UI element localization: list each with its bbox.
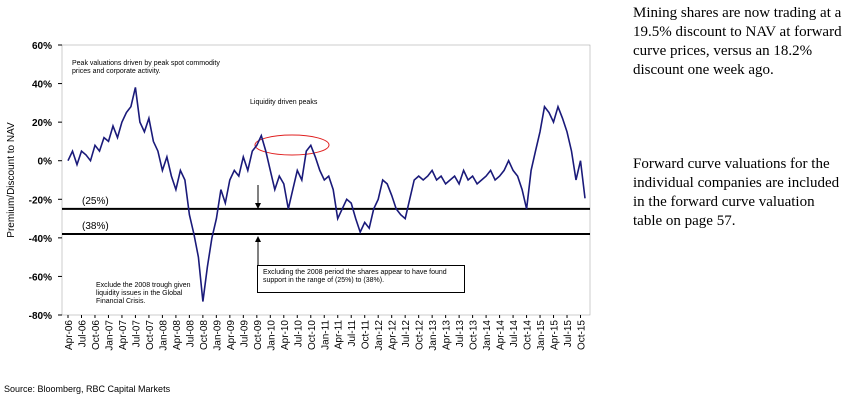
x-tick-label: Jan-11: [320, 320, 331, 350]
x-tick-label: Jul-06: [77, 320, 88, 348]
x-tick-label: Jul-12: [401, 320, 412, 348]
x-tick-label: Jan-13: [428, 320, 439, 351]
x-tick-label: Jul-10: [293, 320, 304, 348]
reference-label: (25%): [82, 196, 109, 207]
y-tick-label: -80%: [29, 311, 52, 322]
x-tick-label: Jan-09: [212, 320, 223, 351]
x-tick-label: Apr-11: [334, 320, 345, 350]
x-tick-label: Jan-07: [104, 320, 115, 351]
x-tick-label: Jul-09: [239, 320, 250, 348]
data-line: [67, 87, 586, 302]
annotation-box: Excluding the 2008 period the shares app…: [257, 265, 465, 293]
y-tick-label: 20%: [32, 118, 52, 129]
x-tick-label: Jul-07: [131, 320, 142, 348]
x-tick-label: Jan-10: [266, 320, 277, 351]
y-tick-label: -40%: [29, 234, 52, 245]
x-tick-label: Jul-14: [509, 320, 520, 348]
x-tick-label: Jan-08: [158, 320, 169, 351]
x-tick-label: Jan-14: [482, 320, 493, 351]
arrow-head: [255, 236, 261, 242]
y-tick-label: 0%: [38, 157, 53, 168]
y-tick-label: -20%: [29, 195, 52, 206]
arrow-head: [255, 203, 261, 209]
x-tick-label: Oct-11: [361, 320, 372, 350]
y-axis-label: Premium/Discount to NAV: [6, 122, 17, 238]
x-tick-label: Jul-08: [185, 320, 196, 348]
y-tick-label: -60%: [29, 272, 52, 283]
x-tick-label: Apr-15: [550, 320, 561, 350]
y-tick-label: 40%: [32, 80, 52, 91]
side-text: Forward curve valuations for the individ…: [633, 156, 840, 229]
y-tick-label: 60%: [32, 41, 52, 52]
x-tick-label: Apr-09: [226, 320, 237, 350]
x-tick-label: Apr-13: [442, 320, 453, 350]
plot-frame: [61, 44, 591, 316]
x-tick-label: Oct-10: [307, 320, 318, 350]
x-tick-label: Oct-07: [145, 320, 156, 350]
x-tick-label: Jul-15: [563, 320, 574, 348]
x-tick-label: Oct-14: [523, 320, 534, 350]
x-tick-label: Oct-06: [91, 320, 102, 350]
x-tick-label: Jan-15: [536, 320, 547, 351]
highlight-ellipse: [254, 134, 330, 156]
x-tick-label: Jul-11: [347, 320, 358, 347]
x-tick-label: Oct-12: [415, 320, 426, 350]
annotation: Liquidity driven peaks: [250, 99, 318, 106]
x-tick-label: Jul-13: [455, 320, 466, 348]
x-tick-label: Jan-12: [374, 320, 385, 351]
x-tick-label: Oct-08: [199, 320, 210, 350]
x-tick-label: Apr-10: [280, 320, 291, 350]
side-text: Mining shares are now trading at a 19.5%…: [633, 5, 842, 78]
x-tick-label: Apr-08: [172, 320, 183, 350]
x-tick-label: Oct-09: [253, 320, 264, 350]
x-tick-label: Oct-13: [469, 320, 480, 350]
x-tick-label: Apr-06: [64, 320, 75, 350]
annotation: Peak valuations driven by peak spot comm…: [72, 60, 220, 75]
x-tick-label: Apr-12: [388, 320, 399, 350]
x-tick-label: Apr-14: [496, 320, 507, 350]
annotation: Exclude the 2008 trough given liquidity …: [96, 282, 191, 305]
reference-label: (38%): [82, 221, 109, 232]
x-tick-label: Oct-15: [577, 320, 588, 350]
x-tick-label: Apr-07: [118, 320, 129, 350]
source: Source: Bloomberg, RBC Capital Markets: [4, 384, 171, 394]
